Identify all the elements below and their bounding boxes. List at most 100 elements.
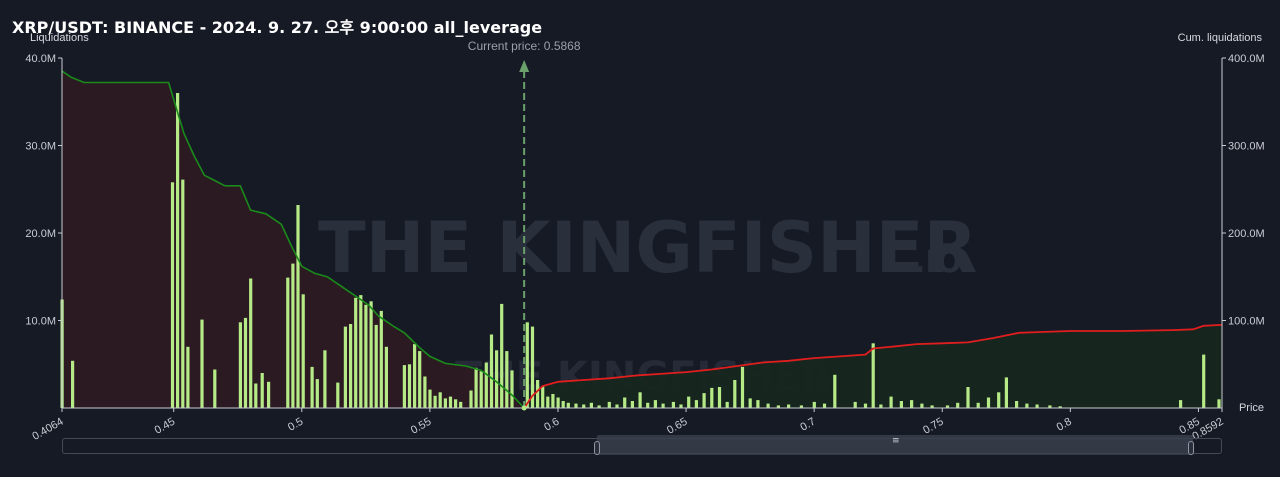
liquidation-bar xyxy=(301,294,305,409)
liquidation-bar xyxy=(679,404,683,408)
liquidation-bar xyxy=(733,380,737,408)
liquidation-bar xyxy=(1048,405,1052,408)
liquidation-bar xyxy=(776,405,780,408)
liquidation-bar xyxy=(710,387,714,408)
liquidation-bar xyxy=(725,401,729,408)
liquidation-bar xyxy=(956,402,960,409)
liquidation-bar xyxy=(484,362,488,408)
x-tick-label: 0.7 xyxy=(798,416,817,434)
liquidation-bar xyxy=(238,322,242,409)
liquidation-bar xyxy=(469,390,473,408)
liquidation-bar xyxy=(200,319,204,408)
liquidation-bar xyxy=(186,346,190,409)
liquidation-bar xyxy=(495,350,499,409)
liquidation-bar xyxy=(717,387,722,408)
x-tick-label: 0.75 xyxy=(921,416,946,437)
x-tick-label: 0.45 xyxy=(153,416,178,437)
zoom-slider-left-handle[interactable] xyxy=(594,441,600,455)
liquidation-bar xyxy=(589,402,593,409)
liquidation-bar xyxy=(607,401,611,408)
liquidation-bar xyxy=(489,334,494,408)
liquidation-bar xyxy=(286,277,290,408)
current-price-arrow xyxy=(519,60,530,72)
liquidation-bar xyxy=(541,386,545,408)
liquidation-bar xyxy=(359,295,363,408)
liquidation-bar xyxy=(354,297,358,409)
left-tick-label: 10.0M xyxy=(25,316,56,328)
liquidation-bar xyxy=(433,395,437,409)
liquidation-bar xyxy=(997,392,1001,409)
liquidation-bar xyxy=(369,301,373,409)
liquidation-bar xyxy=(349,324,353,408)
liquidation-bar xyxy=(291,263,295,408)
liquidation-bar xyxy=(879,404,883,408)
liquidation-bar xyxy=(661,403,665,408)
liquidation-bar xyxy=(561,401,565,408)
right-tick-label: 300.0M xyxy=(1228,141,1265,153)
liquidation-bar xyxy=(254,383,258,408)
liquidation-bar xyxy=(407,364,412,409)
liquidation-bar xyxy=(546,396,550,408)
liquidation-bar xyxy=(787,404,791,408)
left-tick-label: 40.0M xyxy=(25,53,56,65)
zoom-slider-window[interactable] xyxy=(597,435,1193,455)
liquidation-bar xyxy=(1202,354,1206,408)
liquidation-bar xyxy=(556,397,560,408)
liquidation-bar xyxy=(623,397,627,408)
liquidation-bar xyxy=(181,179,185,408)
liquidation-bar xyxy=(930,405,934,408)
right-axis-title: Cum. liquidations xyxy=(1177,32,1262,44)
liquidation-bar xyxy=(1025,403,1029,408)
current-price-label: Current price: 0.5868 xyxy=(468,39,581,53)
chart-title: XRP/USDT: BINANCE - 2024. 9. 27. 오후 9:00… xyxy=(12,18,543,37)
liquidation-bar xyxy=(310,366,314,408)
liquidation-bar xyxy=(638,392,642,409)
liquidation-bar xyxy=(243,317,248,408)
left-axis-title: Liquidations xyxy=(30,32,89,44)
liquidation-bar xyxy=(315,379,319,408)
liquidation-bar xyxy=(267,381,271,409)
liquidation-bar xyxy=(374,324,378,408)
liquidation-bar xyxy=(671,401,675,408)
liquidation-bar xyxy=(833,374,837,409)
liquidation-bar xyxy=(505,351,509,408)
liquidation-bar xyxy=(479,371,483,409)
liquidation-bar xyxy=(323,350,327,409)
liquidation-bar xyxy=(1217,399,1221,409)
liquidation-bar xyxy=(920,403,924,408)
liquidation-bar xyxy=(582,404,586,408)
liquidation-bar xyxy=(249,278,253,408)
short-cumulative-line xyxy=(61,70,525,409)
liquidation-bar xyxy=(402,365,406,408)
x-tick-label: 0.5 xyxy=(286,416,305,434)
liquidation-bar xyxy=(766,403,770,408)
liquidation-bar xyxy=(474,367,478,409)
liquidation-bar xyxy=(438,392,442,409)
liquidation-bar xyxy=(423,376,427,408)
liquidation-bar xyxy=(986,397,991,408)
grip-icon[interactable]: ≡ xyxy=(892,436,900,446)
liquidation-bar xyxy=(799,405,803,408)
liquidation-bar xyxy=(176,93,180,408)
liquidation-bar xyxy=(889,396,893,408)
liquidation-bar xyxy=(748,398,752,408)
liquidation-bar xyxy=(653,400,657,408)
liquidation-bar xyxy=(597,405,601,408)
x-tick-label: 0.8 xyxy=(1055,416,1074,434)
long-cumulative-line xyxy=(523,324,1223,409)
liquidation-bar xyxy=(364,304,368,409)
liquidation-bar xyxy=(1015,401,1019,408)
liquidation-bar xyxy=(525,322,529,409)
liquidation-bar xyxy=(343,326,347,408)
liquidation-bar xyxy=(551,394,555,408)
watermark-text: THE KINGFISHER xyxy=(318,207,977,289)
liquidation-bar xyxy=(510,370,514,408)
liquidation-bar xyxy=(646,402,650,409)
current-price-marker: Current price: 0.5868 xyxy=(468,39,581,411)
liquidation-bar xyxy=(336,382,340,408)
liquidation-bar xyxy=(500,303,504,408)
liquidation-bar xyxy=(413,344,417,408)
zoom-slider-right-handle[interactable] xyxy=(1188,441,1194,455)
